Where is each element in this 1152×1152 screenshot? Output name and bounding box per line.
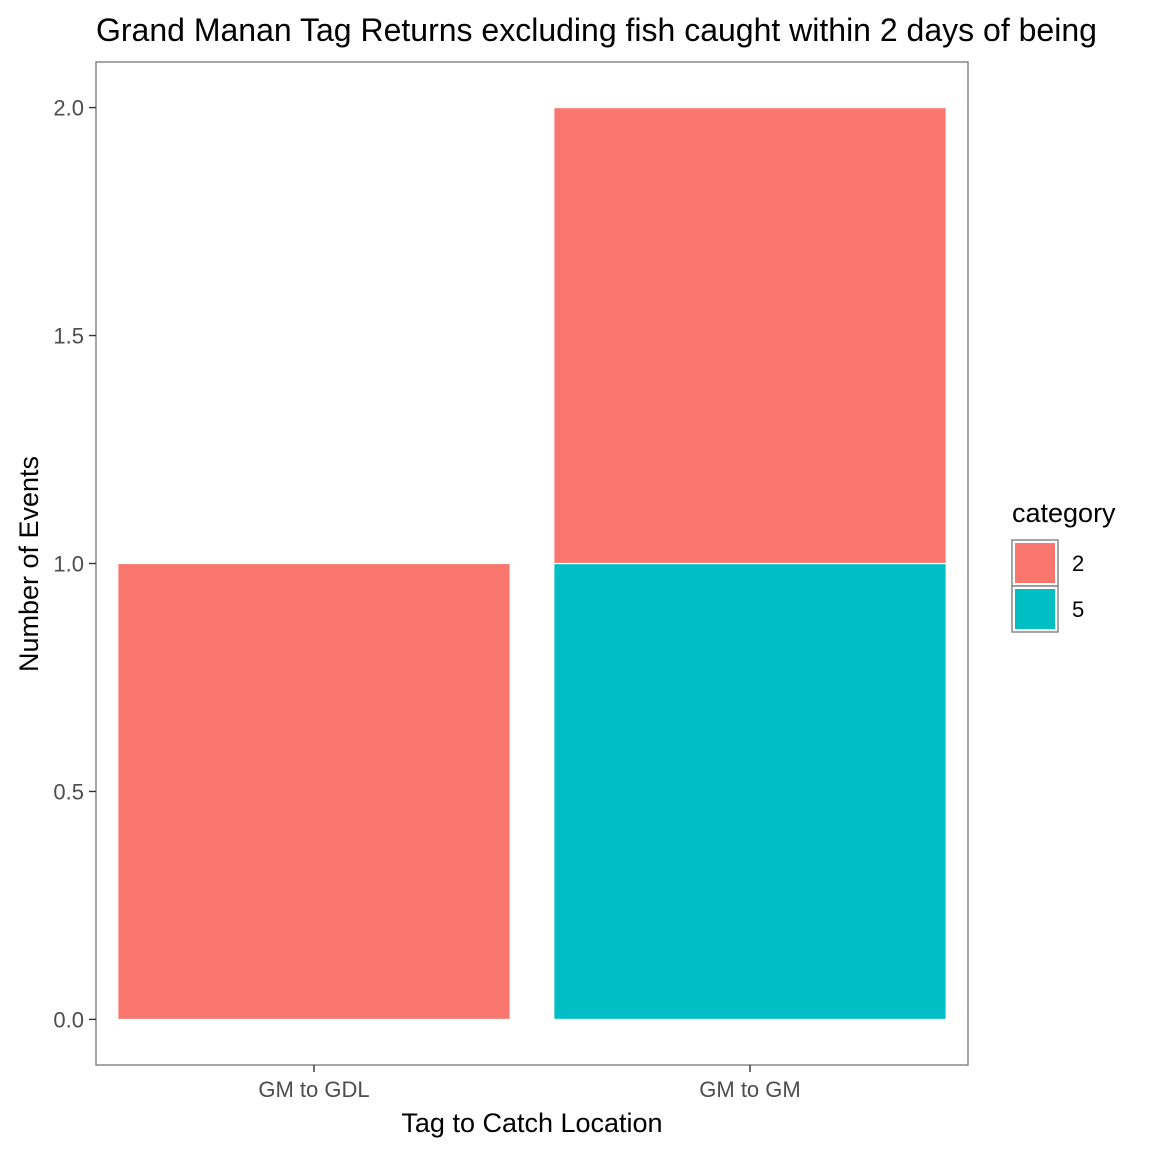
y-tick-label: 0.5 <box>53 779 84 804</box>
bar-gm-to-gm-category-5 <box>553 562 947 1021</box>
legend-title: category <box>1012 498 1116 528</box>
bars-group <box>117 106 947 1021</box>
x-axis: GM to GDL GM to GM <box>258 1065 801 1102</box>
legend-label: 2 <box>1072 551 1084 576</box>
y-axis: 0.0 0.5 1.0 1.5 2.0 <box>53 96 96 1032</box>
x-tick-label: GM to GM <box>699 1077 800 1102</box>
x-tick-label: GM to GDL <box>258 1077 369 1102</box>
legend-swatch-2 <box>1015 543 1055 583</box>
legend-label: 5 <box>1072 597 1084 622</box>
legend-swatch-5 <box>1015 589 1055 629</box>
y-tick-label: 1.5 <box>53 324 84 349</box>
y-tick-label: 1.0 <box>53 552 84 577</box>
bar-gm-to-gm-category-2 <box>553 106 947 565</box>
chart-title: Grand Manan Tag Returns excluding fish c… <box>96 12 1097 48</box>
bar-gm-to-gdl-category-2 <box>117 562 511 1021</box>
y-tick-label: 2.0 <box>53 96 84 121</box>
legend: category 2 5 <box>1011 498 1116 633</box>
x-axis-title: Tag to Catch Location <box>401 1108 662 1138</box>
y-tick-label: 0.0 <box>53 1007 84 1032</box>
y-axis-title: Number of Events <box>14 456 44 672</box>
